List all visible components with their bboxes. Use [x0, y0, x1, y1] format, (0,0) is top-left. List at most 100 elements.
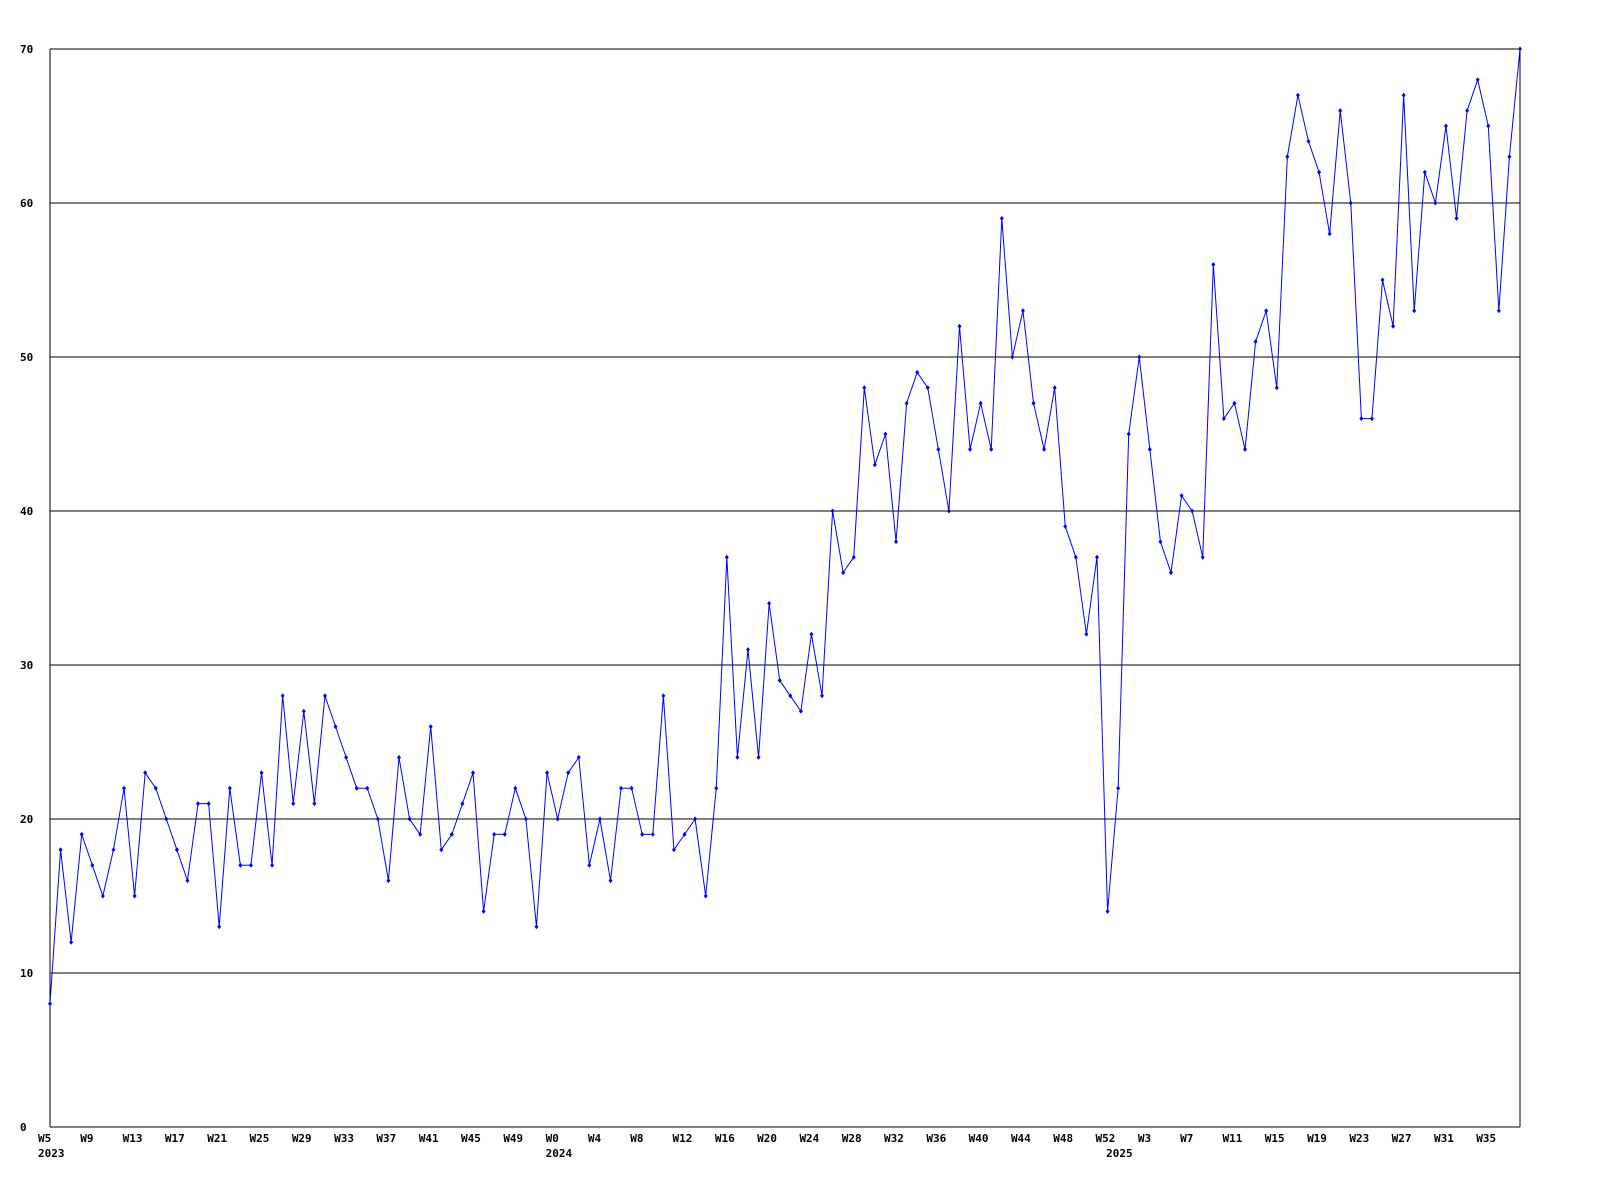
data-point [597, 816, 602, 822]
data-point [333, 724, 338, 730]
data-point [851, 554, 856, 560]
data-point [1264, 308, 1269, 314]
x-year-label: 2025 [1106, 1147, 1133, 1160]
x-year-label: 2024 [546, 1147, 573, 1160]
data-point [1190, 508, 1195, 514]
data-point [989, 446, 994, 452]
data-point [407, 816, 412, 822]
x-tick-label: W33 [334, 1132, 354, 1145]
data-point [1412, 308, 1417, 314]
data-point [1327, 231, 1332, 237]
y-tick-label: 20 [20, 813, 33, 826]
x-tick-label: W36 [926, 1132, 946, 1145]
data-point [69, 939, 74, 945]
x-tick-label: W41 [419, 1132, 439, 1145]
data-point [58, 847, 63, 853]
data-point [999, 215, 1004, 221]
x-tick-label: W25 [250, 1132, 270, 1145]
data-point [48, 1001, 52, 1007]
data-point [471, 770, 476, 776]
y-tick-label: 40 [20, 505, 33, 518]
data-point [196, 801, 201, 807]
data-point [777, 677, 782, 683]
data-point [111, 847, 116, 853]
data-point [650, 831, 655, 837]
x-tick-label: W11 [1222, 1132, 1242, 1145]
data-point [513, 785, 518, 791]
data-point [894, 539, 899, 545]
data-point [248, 862, 253, 868]
data-point [492, 831, 497, 837]
x-tick-label: W12 [673, 1132, 693, 1145]
data-point [1475, 77, 1480, 83]
data-point [1200, 554, 1205, 560]
data-point [968, 446, 973, 452]
x-tick-label: W15 [1265, 1132, 1285, 1145]
y-tick-label: 60 [20, 197, 33, 210]
data-point [534, 924, 539, 930]
data-point [566, 770, 571, 776]
data-point [1094, 554, 1099, 560]
data-point [1010, 354, 1015, 360]
data-point [1042, 446, 1047, 452]
x-tick-label: W40 [969, 1132, 989, 1145]
x-tick-label: W48 [1053, 1132, 1073, 1145]
data-point [1169, 570, 1174, 576]
x-tick-label: W3 [1138, 1132, 1151, 1145]
x-tick-label: W7 [1180, 1132, 1193, 1145]
x-tick-label: W49 [503, 1132, 523, 1145]
data-point [798, 708, 803, 714]
y-tick-label: 30 [20, 659, 33, 672]
data-point [418, 831, 423, 837]
data-point [312, 801, 317, 807]
data-point [788, 693, 793, 699]
data-point [735, 754, 740, 760]
data-point [523, 816, 528, 822]
data-point [830, 508, 835, 514]
data-point [576, 754, 581, 760]
data-point [1147, 446, 1152, 452]
x-tick-label: W37 [376, 1132, 396, 1145]
x-tick-label: W28 [842, 1132, 862, 1145]
data-point [1454, 215, 1459, 221]
data-point [862, 385, 867, 391]
data-point [1274, 385, 1279, 391]
data-point [872, 462, 877, 468]
data-point [745, 647, 750, 653]
data-point [439, 847, 444, 853]
data-point [608, 878, 613, 884]
x-tick-label: W31 [1434, 1132, 1454, 1145]
data-point [703, 893, 708, 899]
data-point [132, 893, 137, 899]
data-point [301, 708, 306, 714]
data-point [1253, 339, 1258, 345]
data-point [714, 785, 719, 791]
data-point [724, 554, 729, 560]
data-point [756, 754, 761, 760]
data-point [1496, 308, 1501, 314]
data-point [640, 831, 645, 837]
x-tick-label: W20 [757, 1132, 777, 1145]
data-point [1295, 92, 1300, 98]
data-point [1391, 323, 1396, 329]
data-point [259, 770, 264, 776]
data-point [1306, 138, 1311, 144]
data-point [238, 862, 243, 868]
data-point [1285, 154, 1290, 160]
data-point [883, 431, 888, 437]
data-point [1137, 354, 1142, 360]
data-point [1401, 92, 1406, 98]
x-tick-label: W45 [461, 1132, 481, 1145]
x-tick-label: W27 [1392, 1132, 1412, 1145]
data-point [904, 400, 909, 406]
data-point [1179, 493, 1184, 499]
data-point [1116, 785, 1121, 791]
data-point [925, 385, 930, 391]
data-point [587, 862, 592, 868]
data-point [1338, 108, 1343, 114]
y-tick-label: 70 [20, 43, 33, 56]
data-point [217, 924, 222, 930]
data-point [915, 369, 920, 375]
